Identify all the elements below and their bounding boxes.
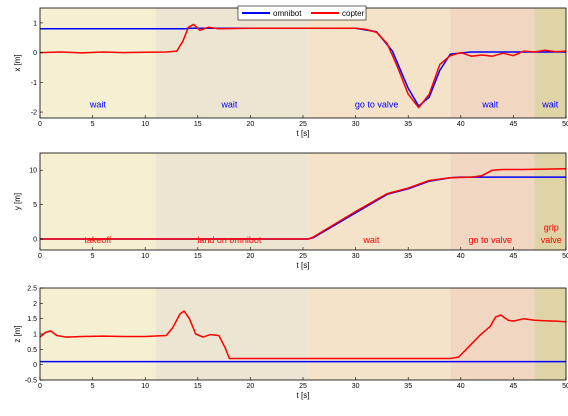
panel-y-phase-annotation: wait [362,235,380,245]
panel-x-xlabel: t [s] [297,129,310,138]
panel-x-ylabel: x [m] [13,54,22,71]
panel-z-xtick-label: 20 [247,383,255,390]
panel-x-ytick-label: -1 [31,80,37,87]
panel-z-xtick-label: 0 [38,383,42,390]
panel-z-phase-band [155,288,309,380]
panel-y: 0 5 10 15 20 25 30 35 40 45 50 0 5 10 takeoff land on … [13,152,568,270]
panel-x-ytick-label: -2 [31,110,37,117]
panel-x-phase-band [40,8,156,118]
panel-x-series-copter [39,23,567,109]
panel-x-xtick-label: 35 [404,121,412,128]
panel-y-xtick-label: 15 [194,253,202,260]
panel-x-phase-annotation: wait [89,100,107,110]
panel-y-phase-annotation: valve [541,235,562,245]
panel-x-xtick-label: 15 [194,121,202,128]
panel-z-xtick-label: 40 [457,383,465,390]
panel-y-phase-annotation: grip [544,223,559,233]
panel-x-xtick-label: 0 [38,121,42,128]
panel-y-xlabel: t [s] [297,261,310,270]
panel-x-phase-annotation: wait [220,100,238,110]
panel-y-xtick-label: 25 [299,253,307,260]
panel-y-xtick-label: 50 [562,253,568,260]
panel-z-xtick-label: 15 [194,383,202,390]
panel-z-ytick-label: 2 [33,301,37,308]
legend-omnibot-label: omnibot [273,9,302,18]
panel-y-xtick-label: 35 [404,253,412,260]
panel-x-xtick-label: 45 [510,121,518,128]
panel-z-xtick-label: 50 [562,383,568,390]
panel-x-phase-annotation: wait [541,100,559,110]
panel-z-phase-band [40,288,156,380]
legend-copter-label: copter [342,9,365,18]
panel-x-phase-annotation: wait [481,100,499,110]
panel-z-phase-band [534,288,566,380]
panel-z-ytick-label: 2.5 [27,286,37,293]
panel-y-phase-annotation: land on omnibot [197,235,262,245]
panel-y-xtick-label: 10 [141,253,149,260]
legend: omnibot copter [237,5,367,21]
panel-z-phase-band [450,288,535,380]
panel-z: 0 5 10 15 20 25 30 35 40 45 50-0.500.511.522.5 t [… [13,286,568,401]
panel-y-xtick-label: 30 [352,253,360,260]
panel-z-xtick-label: 25 [299,383,307,390]
panel-z-ytick-label: 1.5 [27,316,37,323]
panel-x-xtick-label: 20 [247,121,255,128]
panel-x-xtick-label: 5 [91,121,95,128]
panel-y-xtick-label: 40 [457,253,465,260]
panel-y-phase-annotation: go to valve [468,235,512,245]
panel-y-xtick-label: 5 [91,253,95,260]
panel-z-xlabel: t [s] [297,391,310,400]
panel-y-phase-band [308,153,451,250]
panel-y-ytick-label: 5 [33,202,37,209]
panel-z-xtick-label: 45 [510,383,518,390]
panel-y-ylabel: y [m] [13,193,22,210]
panel-z-series-copter [39,310,567,360]
panel-z-ytick-label: 0.5 [27,347,37,354]
panel-x-phase-band [450,8,535,118]
panel-z-ytick-label: -0.5 [25,378,37,385]
panel-z-phase-band [308,288,451,380]
panel-z-xtick-label: 30 [352,383,360,390]
panel-z-ylabel: z [m] [13,325,22,342]
panel-x-ytick-label: 0 [33,50,37,57]
panel-y-xtick-label: 20 [247,253,255,260]
panel-x-xtick-label: 50 [562,121,568,128]
panel-x-xtick-label: 30 [352,121,360,128]
panel-z-xtick-label: 5 [91,383,95,390]
panel-y-phase-annotation: takeoff [84,235,111,245]
panel-x-ytick-label: 1 [33,20,37,27]
panel-z-ytick-label: 0 [33,362,37,369]
panel-y-phase-band [155,153,309,250]
panel-z-xtick-label: 10 [141,383,149,390]
panel-y-ytick-label: 0 [33,236,37,243]
panel-x-xtick-label: 25 [299,121,307,128]
panel-x-xtick-label: 40 [457,121,465,128]
panel-x-xtick-label: 10 [141,121,149,128]
panel-y-xtick-label: 45 [510,253,518,260]
panel-x-phase-band [155,8,309,118]
panel-y-phase-band [40,153,156,250]
legend-box [237,5,367,21]
panel-x-phase-band [534,8,566,118]
panel-y-ytick-label: 10 [29,168,37,175]
panel-y-series-copter [40,168,567,240]
panel-y-xtick-label: 0 [38,253,42,260]
panel-z-ytick-label: 1 [33,332,37,339]
panel-x-phase-annotation: go to valve [355,100,399,110]
panel-z-xtick-label: 35 [404,383,412,390]
panel-x: 0 5 10 15 20 25 30 35 40 45 50 -2 -1 0 1 wait wait go to… [13,5,568,138]
